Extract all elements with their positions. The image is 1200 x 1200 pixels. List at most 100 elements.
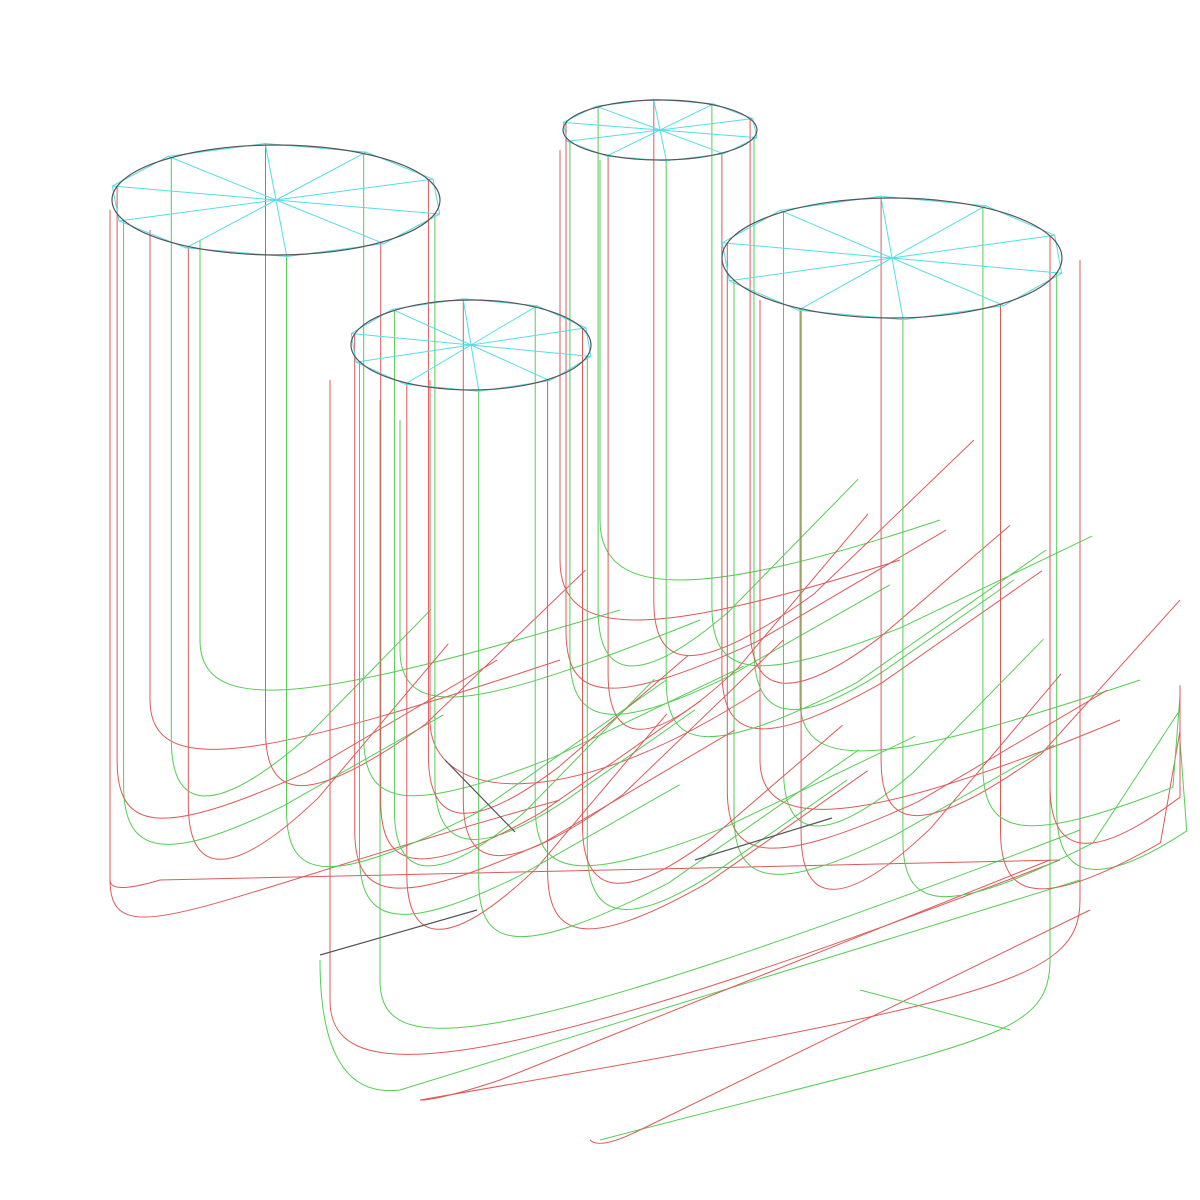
cap-spoke (470, 344, 551, 382)
sweep-line (721, 153, 1043, 730)
cap-spoke (606, 129, 661, 157)
cap-outline (111, 144, 441, 256)
base-curve (319, 879, 1081, 1092)
column-lines-a (116, 145, 744, 868)
cap-spoke (891, 257, 1004, 307)
base-curve (589, 909, 1091, 1144)
u-curve (329, 380, 1061, 1055)
sweep-line (547, 379, 868, 930)
cap-spoke (404, 344, 472, 385)
sweep-line (653, 100, 975, 656)
sweep-line (116, 186, 498, 819)
cap-spoke (891, 257, 904, 320)
sweep-line (733, 280, 1055, 875)
cap-spoke (653, 99, 661, 131)
sweep-line (534, 307, 916, 867)
sweep-line (1056, 272, 1188, 870)
cap-spoke (891, 205, 986, 259)
cap-outline (562, 99, 758, 161)
u-curve (759, 300, 1121, 810)
cap-spoke (470, 344, 480, 392)
cap-spoke (880, 196, 893, 259)
cap-spoke (391, 308, 472, 346)
sweep-line (462, 300, 784, 856)
cap-outline (721, 197, 1063, 319)
cap-spoke (470, 327, 586, 346)
sweep-line (187, 246, 449, 860)
cap-spoke (659, 129, 757, 139)
sweep-line (380, 242, 701, 860)
column-lines-c (726, 198, 1188, 898)
sweep-line (597, 106, 859, 667)
cap-polygon (111, 142, 441, 258)
cap-spoke (275, 199, 384, 245)
cap-spoke (470, 305, 538, 346)
sweep-line (170, 157, 432, 797)
cap-spoke (275, 199, 440, 215)
u-curve (199, 240, 621, 691)
cap-polygon (350, 298, 592, 392)
u-curve (559, 150, 901, 621)
column-lines-d (354, 300, 916, 938)
u-curve (379, 400, 1081, 1029)
cap-spoke (722, 242, 893, 259)
cap-spoke (356, 344, 472, 363)
sweep-line (565, 122, 947, 689)
cap-spoke (168, 155, 277, 201)
cap-spoke (275, 151, 367, 201)
sweep-line (1049, 235, 1181, 844)
sweep-line (406, 383, 668, 930)
cap-spoke (780, 209, 893, 259)
cap-spoke (729, 257, 893, 282)
u-curve (419, 260, 1081, 1101)
sweep-line (753, 137, 1015, 710)
sweep-line (749, 118, 1011, 684)
sweep-line (711, 104, 1093, 667)
u-curve (109, 210, 561, 918)
sweep-line (880, 198, 1181, 816)
cap-spoke (118, 199, 277, 222)
sweep-line (286, 254, 667, 868)
sweep-curves (109, 150, 1141, 1144)
sweep-line (427, 179, 689, 814)
u-curve (429, 380, 761, 785)
base-edge (319, 909, 478, 956)
cap-spoke (462, 298, 472, 346)
u-curve (399, 420, 701, 698)
u-curve (149, 230, 561, 750)
sweep-line (363, 153, 744, 797)
cap-outline (350, 299, 592, 391)
sweep-line (434, 213, 696, 840)
cap-spoke (351, 333, 472, 346)
cap-spoke (596, 105, 661, 131)
base-curve (419, 859, 1051, 1101)
sweep-line (800, 308, 1062, 890)
u-curve (799, 310, 1141, 752)
sweep-line (586, 356, 848, 910)
sweep-line (582, 328, 843, 884)
cap-spoke (798, 257, 893, 311)
base-curve (109, 859, 1061, 888)
sweep-line (982, 207, 1181, 827)
sweep-line (478, 389, 859, 938)
cap-spoke (659, 129, 667, 161)
column-generator-lines (116, 100, 1188, 938)
column-cap-d (350, 298, 592, 392)
sweep-line (726, 243, 1108, 849)
cap-spoke (563, 121, 661, 131)
sweep-line (354, 333, 735, 889)
sweep-line (123, 220, 444, 845)
sweep-line (902, 317, 1181, 898)
cap-spoke (891, 257, 1062, 274)
cap-spoke (659, 118, 753, 131)
sweep-line (393, 310, 655, 867)
cap-spoke (659, 129, 724, 155)
cap-spoke (185, 199, 277, 249)
base-edge (694, 817, 833, 861)
cap-spoke (567, 129, 661, 142)
sweep-line (665, 159, 1047, 738)
cap-spoke (275, 199, 288, 257)
base-edge (444, 759, 516, 833)
